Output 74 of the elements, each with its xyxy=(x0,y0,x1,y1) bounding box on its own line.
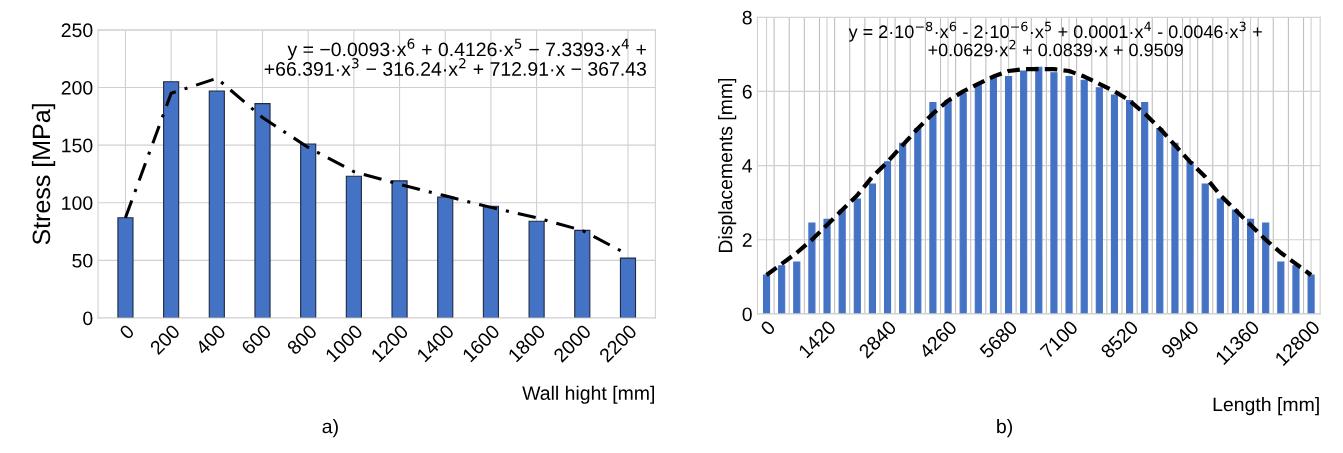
x-tick-label: 600 xyxy=(240,323,273,356)
bar xyxy=(974,83,982,314)
bar xyxy=(1186,161,1194,314)
bar xyxy=(1156,127,1164,314)
text: b) xyxy=(997,419,1012,438)
bar xyxy=(853,198,861,314)
bar xyxy=(959,92,967,314)
bar xyxy=(574,229,591,319)
text: a) xyxy=(322,419,338,438)
bar xyxy=(208,90,225,319)
bar xyxy=(163,81,180,319)
x-tick-label: 0 xyxy=(759,319,777,336)
bar xyxy=(944,100,952,314)
y-tick-label: 250 xyxy=(61,23,93,38)
bar xyxy=(793,261,801,314)
bar xyxy=(1050,72,1058,314)
bar xyxy=(619,257,637,319)
bar xyxy=(1307,274,1315,314)
line-series xyxy=(764,67,1314,278)
bar xyxy=(1080,79,1088,314)
bar xyxy=(823,218,831,314)
bar xyxy=(1141,101,1149,314)
bar xyxy=(437,196,454,319)
bar xyxy=(1216,198,1224,314)
y-tick-label: 6 xyxy=(742,84,752,99)
bar xyxy=(1171,142,1179,314)
y-tick-label: 50 xyxy=(72,253,93,268)
bar xyxy=(1125,100,1134,314)
y-tick-label: 150 xyxy=(62,138,93,153)
bar xyxy=(391,180,408,319)
bar xyxy=(1020,70,1028,314)
bar xyxy=(838,209,846,314)
bar xyxy=(929,101,937,314)
x-tick-label: 200 xyxy=(149,323,181,356)
bar xyxy=(482,205,500,319)
bar xyxy=(883,161,892,314)
y-axis-title: Displacements [mm] xyxy=(718,78,737,253)
bar xyxy=(989,77,998,314)
y-tick-label: 8 xyxy=(742,10,752,25)
bar xyxy=(899,142,907,314)
x-tick-label: 400 xyxy=(194,323,227,356)
bar xyxy=(1247,218,1255,314)
y-tick-label: 200 xyxy=(61,80,93,95)
bar xyxy=(345,175,362,319)
bar xyxy=(254,103,271,319)
x-tick-label: 0 xyxy=(118,323,136,341)
y-tick-label: 0 xyxy=(742,307,752,322)
y-tick-label: 100 xyxy=(62,196,93,210)
bar xyxy=(300,143,317,319)
y-axis-title: Stress [MPa] xyxy=(31,104,56,245)
bar xyxy=(117,217,134,319)
bar xyxy=(1292,265,1300,314)
x-axis-title: Length [mm] xyxy=(1213,397,1319,416)
bar xyxy=(1262,222,1270,314)
bar xyxy=(528,220,545,319)
y-tick-label: 2 xyxy=(742,233,752,247)
bar xyxy=(914,127,922,314)
bar xyxy=(868,183,876,314)
bar xyxy=(1095,87,1103,314)
bar xyxy=(1110,94,1119,314)
bar xyxy=(1231,209,1240,314)
bar xyxy=(808,222,816,314)
x-axis-title: Wall hight [mm] xyxy=(522,385,654,404)
text: y = 2·10$^{−8}$·x$^{6}$ - 2·10$^{−6}$·x$^{5}$ + 0.0001·x$^{4}$ - 0.0046·x$^{3}$ + +0.0629·x$^{2}$ + 0.0839·x + 0.9509 xyxy=(848,21,1262,57)
bar xyxy=(762,274,771,314)
text: y = −0.0093·x$^{6}$ + 0.4126·x$^{5}$ − 7.3393·x$^{4}$ + +66.391·x$^{3}$ − 316.24·x$^{2}$ + 712.91·x − 367.43 xyxy=(264,38,646,76)
y-tick-label: 4 xyxy=(742,159,753,173)
bar xyxy=(1201,183,1209,314)
bar xyxy=(1035,66,1043,314)
bar xyxy=(1065,76,1073,314)
bar xyxy=(1004,76,1013,314)
bar xyxy=(1277,261,1285,314)
x-tick-label: 800 xyxy=(286,323,318,356)
bar xyxy=(778,265,786,314)
